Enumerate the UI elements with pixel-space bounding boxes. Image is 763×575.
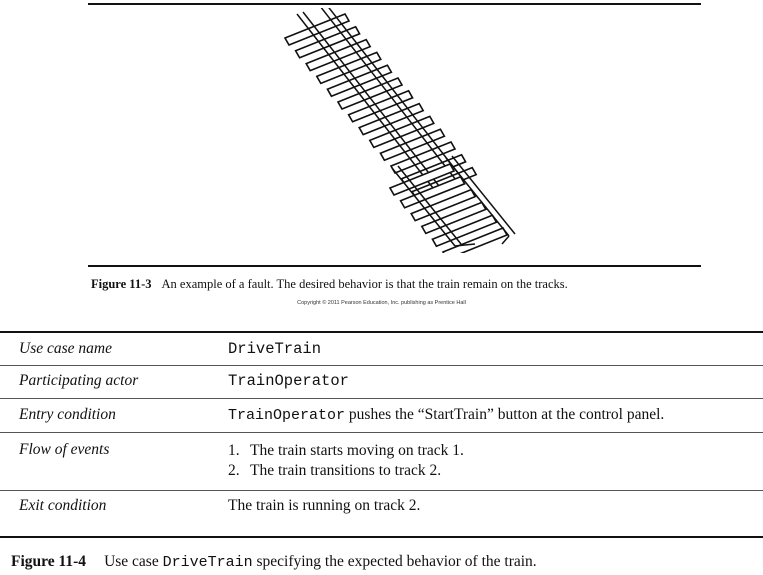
copyright-notice: Copyright © 2011 Pearson Education, Inc.… [297,300,466,306]
table-bottom-rule [0,536,763,538]
track-tie [368,115,435,149]
flow-steps-list: 1. The train starts moving on track 1. 2.… [228,441,763,481]
track-tie [305,38,372,72]
table-top-rule [0,331,763,333]
lower-track-rails [391,155,516,247]
flow-step: 2. The train transitions to track 2. [228,462,442,479]
figure-11-3-caption: Figure 11-3 An example of a fault. The de… [91,277,568,292]
track-tie [379,128,446,162]
use-case-table: Use case name DriveTrain Participating a… [0,331,763,538]
table-row-exit-condition: Exit condition The train is running on t… [0,491,763,536]
use-case-name-value: DriveTrain [228,340,322,358]
row-divider [0,432,763,433]
track-tie [326,64,393,98]
row-divider [0,398,763,399]
row-label: Entry condition [19,406,116,423]
table-row-use-case-name: Use case name DriveTrain [0,333,763,365]
figure-bottom-rule [88,265,701,267]
figure-top-rule [88,3,701,5]
entry-condition-actor: TrainOperator [228,407,346,424]
track-tie [347,89,414,123]
row-label: Participating actor [19,372,139,389]
entry-condition-value: TrainOperator pushes the “StartTrain” bu… [228,406,763,424]
row-divider [0,365,763,366]
track-tie [388,162,456,197]
track-tie [441,226,509,253]
row-label: Flow of events [19,441,110,458]
participating-actor-value: TrainOperator [228,372,349,390]
figure-11-4-caption: Figure 11-4 Use case DriveTrain specifyin… [11,553,537,571]
row-label: Exit condition [19,497,107,514]
entry-condition-text: pushes the “StartTrain” button at the co… [345,406,665,423]
table-row-entry-condition: Entry condition TrainOperator pushes the… [0,399,763,432]
table-row-flow-of-events: Flow of events 1. The train starts moving… [0,433,763,490]
upper-track-rails [296,8,463,189]
railroad-track-illustration [283,8,516,253]
table-row-participating-actor: Participating actor TrainOperator [0,366,763,398]
track-tie [358,102,425,136]
track-tie [399,175,466,209]
figure-11-4-label: Figure 11-4 [11,553,87,570]
figure-11-3-label: Figure 11-3 [91,277,152,291]
figure-11-4-code: DriveTrain [162,554,253,571]
track-tie [315,51,382,85]
row-divider [0,490,763,491]
figure-11-3-caption-text: An example of a fault. The desired behav… [161,277,568,291]
exit-condition-value: The train is running on track 2. [228,497,421,514]
flow-of-events-value: 1. The train starts moving on track 1. 2.… [228,441,763,481]
row-label: Use case name [19,340,112,357]
flow-step: 1. The train starts moving on track 1. [228,442,464,459]
track-tie [410,188,477,222]
track-tie [336,76,404,111]
